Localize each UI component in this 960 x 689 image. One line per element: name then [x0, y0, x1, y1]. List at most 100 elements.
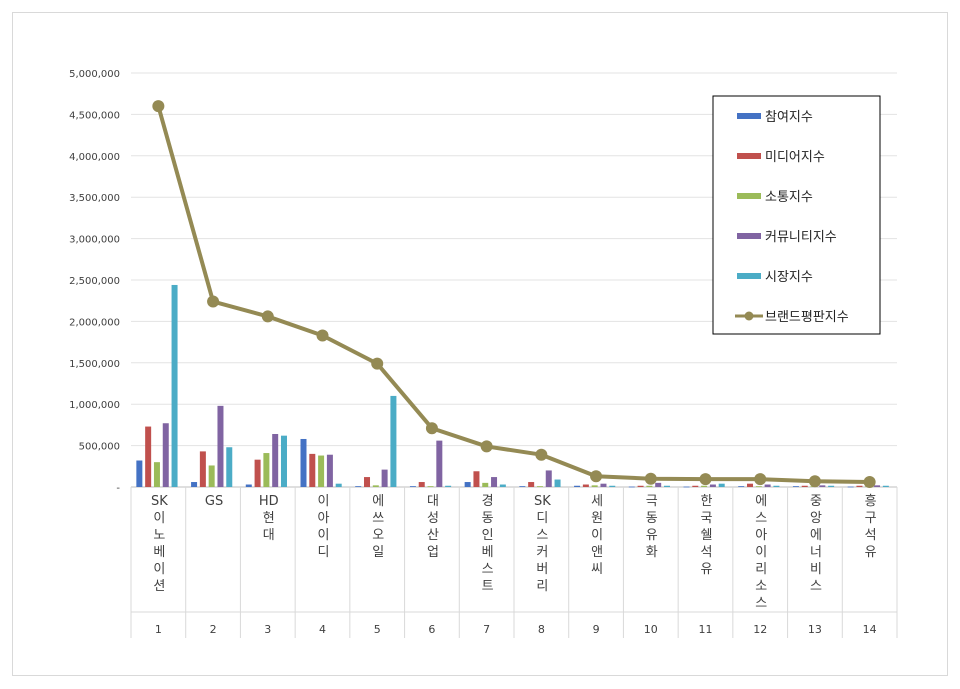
bar	[372, 485, 379, 487]
bar	[701, 485, 708, 487]
legend-box	[712, 95, 881, 335]
legend-label: 참여지수	[765, 110, 813, 125]
bar	[300, 438, 307, 487]
bar	[272, 434, 279, 487]
bar	[381, 469, 388, 487]
bar	[427, 486, 434, 487]
bar	[574, 485, 581, 487]
y-tick-label: 1,500,000	[69, 359, 120, 370]
bar	[263, 453, 270, 487]
rank-label: 8	[538, 623, 545, 636]
line-point	[480, 440, 493, 453]
bar	[364, 477, 371, 487]
bars	[136, 284, 889, 488]
line-point	[152, 100, 165, 113]
bar	[646, 485, 653, 487]
line-point	[754, 473, 767, 486]
bar	[436, 440, 443, 487]
rank-label: 11	[699, 623, 713, 636]
bar	[499, 484, 506, 487]
y-tick-label: -	[116, 483, 120, 494]
rank-label: 1	[155, 623, 162, 636]
rank-label: 13	[808, 623, 822, 636]
bar	[162, 423, 169, 487]
bar	[792, 486, 799, 487]
bar	[199, 451, 206, 487]
bar	[683, 486, 690, 488]
bar	[309, 453, 316, 487]
line-point	[590, 470, 603, 483]
category-label: HD 현 대	[259, 494, 279, 543]
bar	[628, 486, 635, 488]
line-point	[316, 329, 329, 342]
line-point	[425, 422, 438, 435]
bar	[280, 435, 287, 487]
bar	[755, 486, 762, 487]
bar	[482, 482, 489, 487]
bar	[318, 455, 325, 487]
line-series	[152, 100, 876, 489]
category-label: SK 이 노 베 이 션	[151, 494, 168, 594]
bar	[847, 486, 854, 488]
category-label: SK 디 스 커 버 리	[534, 494, 551, 594]
bar	[145, 426, 152, 487]
bar	[554, 479, 561, 487]
bar	[418, 482, 425, 487]
y-tick-label: 4,000,000	[69, 152, 120, 163]
line-point	[207, 295, 220, 308]
bar	[226, 447, 233, 487]
reputation-line	[156, 105, 870, 485]
bar	[519, 486, 526, 487]
bar	[153, 462, 160, 487]
y-tick-label: 2,000,000	[69, 317, 120, 328]
legend-label: 소통지수	[765, 190, 813, 205]
bar	[692, 485, 699, 487]
bar	[591, 485, 598, 487]
bar	[528, 482, 535, 487]
line-point	[371, 357, 384, 370]
bar	[136, 460, 143, 487]
legend-label: 커뮤니티지수	[765, 230, 837, 245]
line-point	[863, 476, 876, 489]
bar	[773, 485, 780, 487]
bar	[637, 485, 644, 487]
rank-label: 12	[753, 623, 767, 636]
bar	[335, 483, 342, 487]
bar	[801, 485, 808, 487]
bar	[874, 485, 881, 487]
legend-swatch	[737, 113, 761, 119]
bar	[409, 486, 416, 487]
bar	[609, 485, 616, 487]
bar	[882, 485, 889, 487]
y-tick-label: 1,000,000	[69, 400, 120, 411]
bar	[254, 459, 261, 487]
bar	[208, 465, 215, 487]
y-axis: - 500,000 1,000,000 1,500,000 2,000,000 2,500…	[69, 69, 120, 494]
bar	[445, 485, 452, 487]
bar	[856, 485, 863, 487]
legend-label: 브랜드평판지수	[765, 310, 849, 325]
rank-label: 2	[210, 623, 217, 636]
rank-label: 3	[264, 623, 271, 636]
rank-label: 4	[319, 623, 326, 636]
legend-swatch-marker	[744, 311, 754, 321]
legend-swatch	[737, 233, 761, 239]
bar	[464, 482, 471, 487]
bar	[655, 482, 662, 487]
legend-swatch	[737, 273, 761, 279]
bar	[828, 485, 835, 487]
line-point	[644, 472, 657, 485]
rank-label: 10	[644, 623, 658, 636]
bar	[536, 486, 543, 487]
y-tick-label: 3,000,000	[69, 235, 120, 246]
